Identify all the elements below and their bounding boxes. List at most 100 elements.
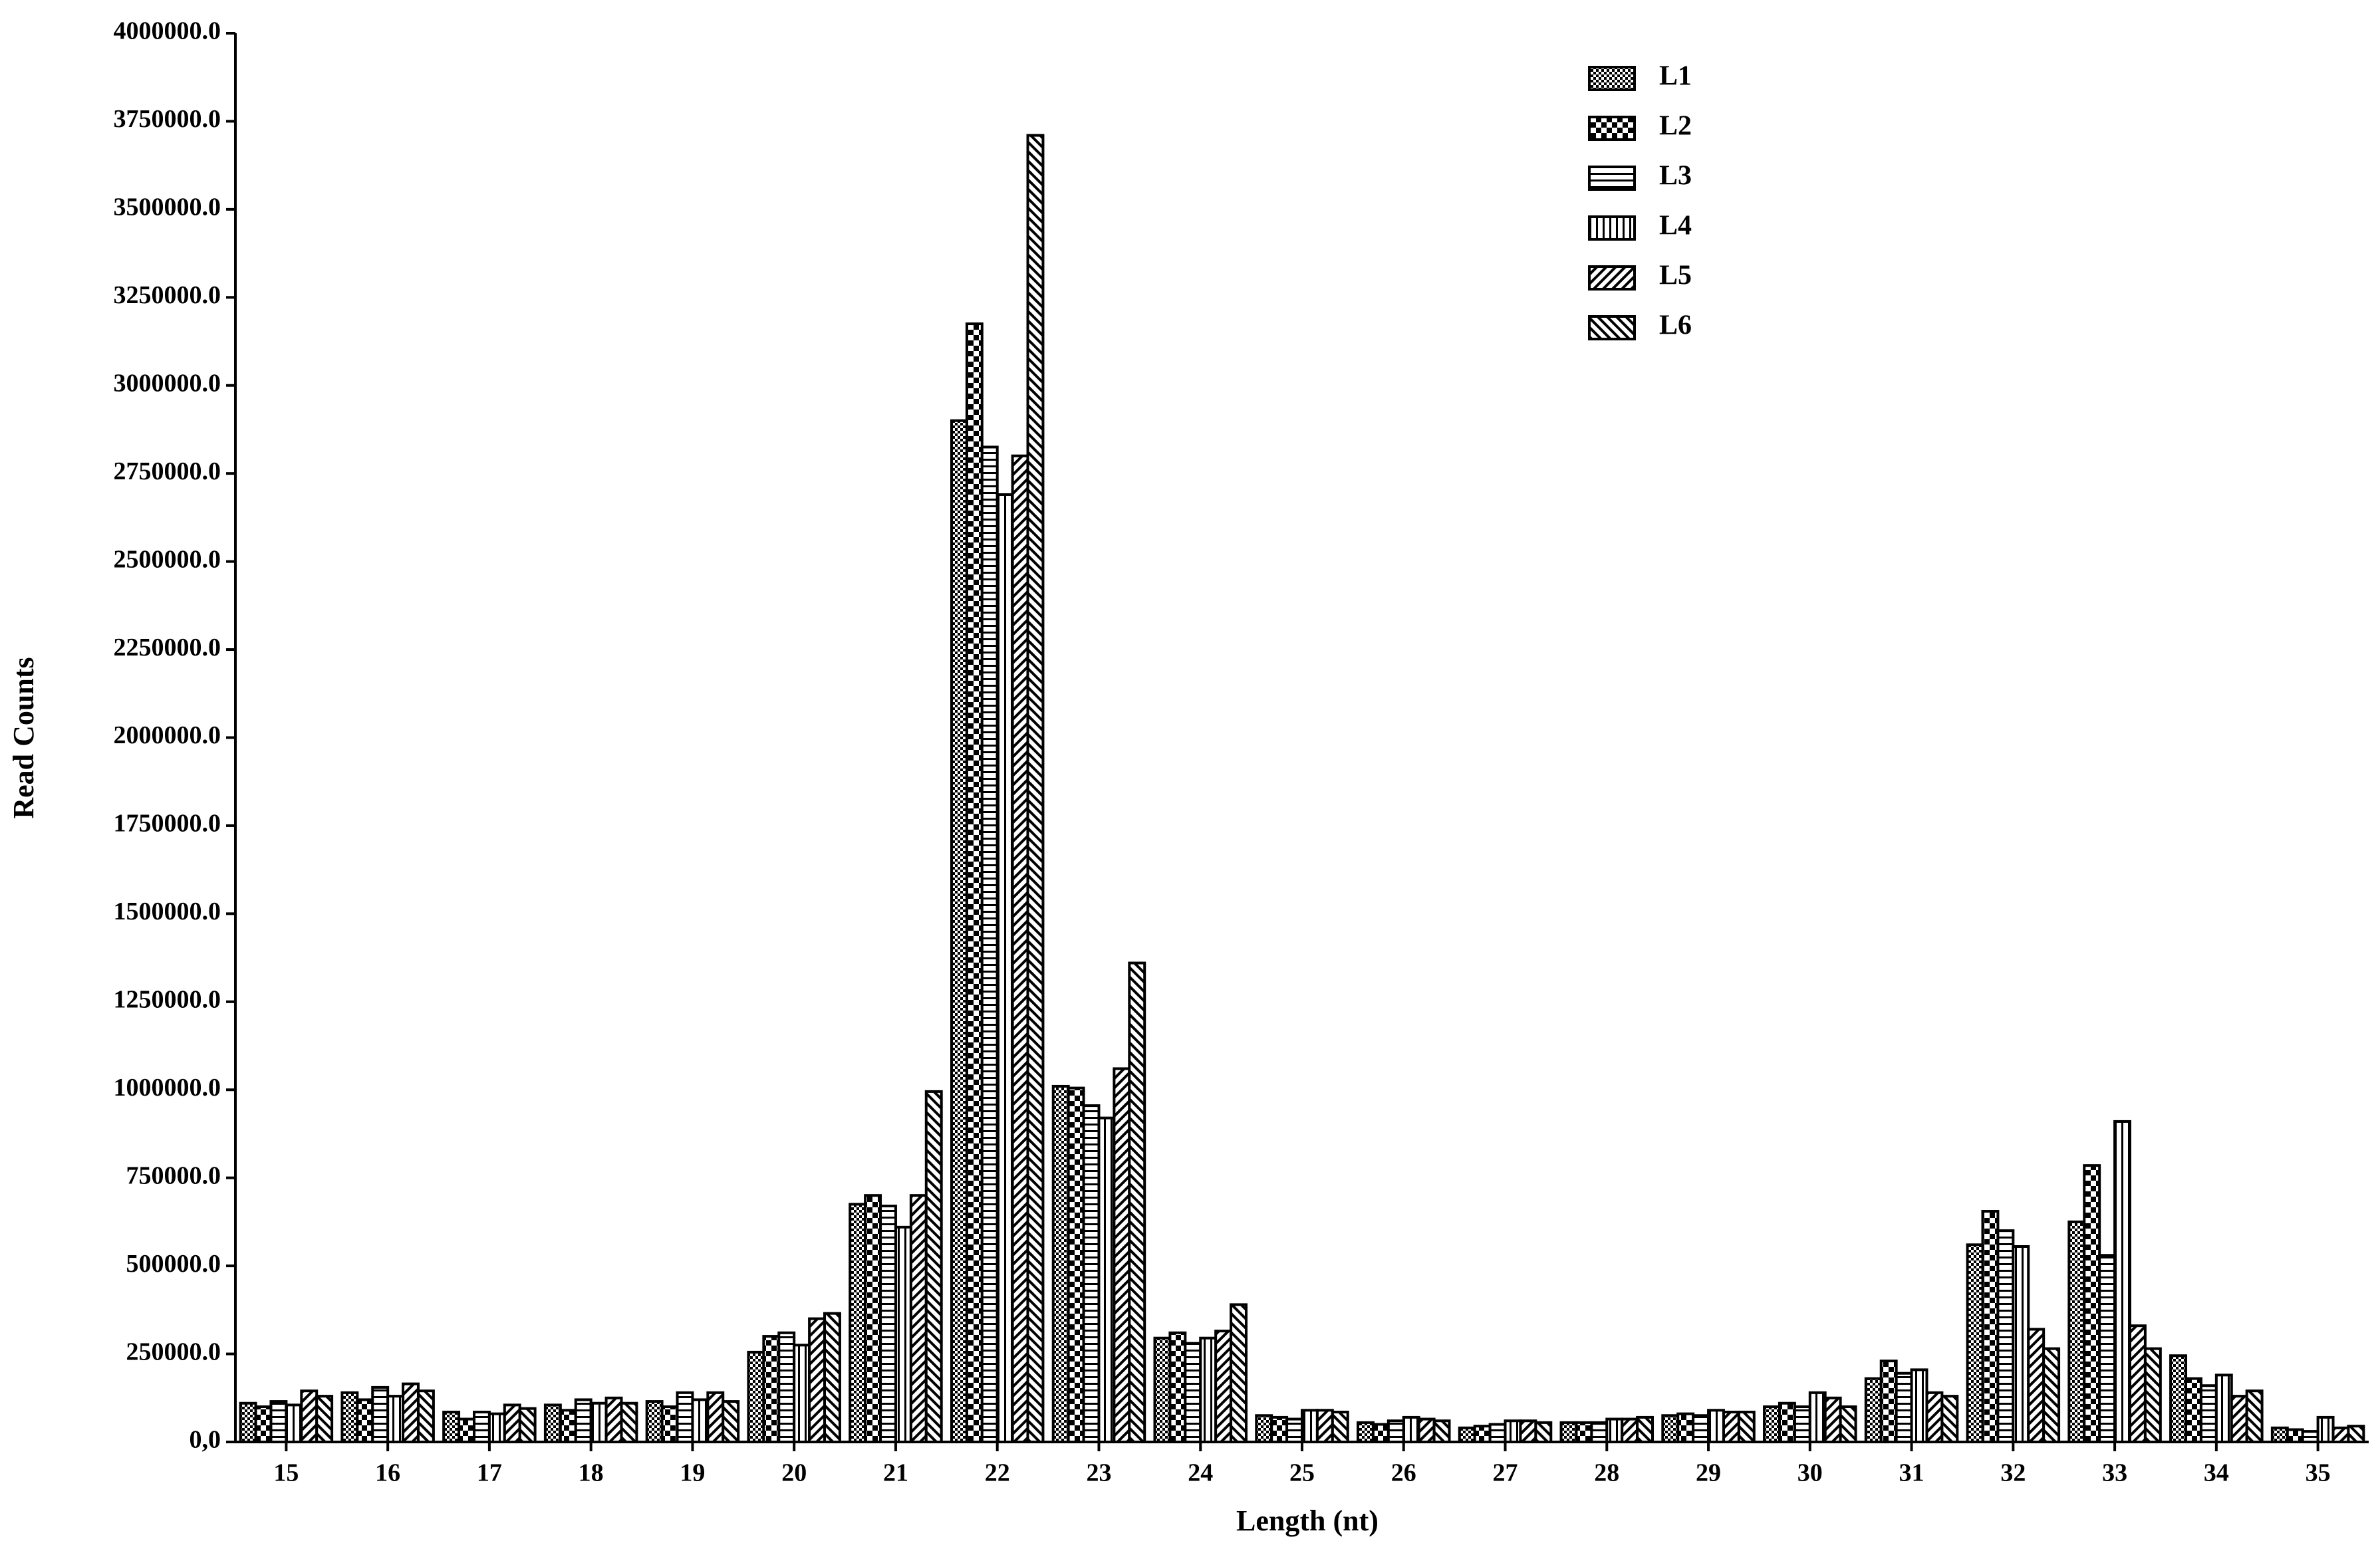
- bar: [1910, 1368, 1928, 1444]
- bar: [543, 1403, 562, 1443]
- bar: [660, 1405, 679, 1443]
- bar: [645, 1400, 664, 1444]
- bar: [1357, 1421, 1375, 1444]
- bar: [1153, 1336, 1172, 1443]
- legend-label: L5: [1659, 261, 1692, 291]
- x-tick-label: 22: [985, 1459, 1010, 1487]
- bar: [1981, 1210, 2000, 1444]
- bar: [1402, 1415, 1420, 1443]
- bar: [1214, 1330, 1233, 1444]
- legend-swatch: [1588, 166, 1636, 191]
- bar: [1051, 1084, 1070, 1443]
- bar: [604, 1396, 623, 1443]
- bar: [2316, 1415, 2335, 1443]
- bar: [239, 1401, 257, 1444]
- bar: [1940, 1395, 1959, 1444]
- bar: [285, 1403, 303, 1443]
- bar: [2027, 1328, 2046, 1443]
- legend-label: L2: [1659, 111, 1692, 142]
- bar: [823, 1312, 841, 1443]
- bar: [1778, 1401, 1796, 1444]
- bar: [2286, 1428, 2304, 1443]
- bar: [472, 1410, 491, 1443]
- legend-swatch: [1588, 215, 1636, 241]
- y-tick-label: 1500000.0: [114, 897, 221, 925]
- bar: [1168, 1331, 1187, 1443]
- bar: [1605, 1417, 1624, 1443]
- bar: [1808, 1391, 1827, 1443]
- bar: [1966, 1243, 1984, 1443]
- y-tick-label: 250000.0: [126, 1338, 221, 1366]
- bar: [1793, 1405, 1811, 1443]
- bar: [1432, 1419, 1451, 1444]
- bar: [442, 1410, 461, 1443]
- x-tick-label: 32: [2000, 1459, 2026, 1487]
- x-tick-label: 17: [477, 1459, 502, 1487]
- y-tick-label: 4000000.0: [114, 17, 221, 45]
- x-tick-label: 29: [1696, 1459, 1721, 1487]
- y-tick-label: 3500000.0: [114, 193, 221, 221]
- x-tick-label: 34: [2204, 1459, 2229, 1487]
- bar: [2067, 1220, 2086, 1443]
- bar: [2169, 1354, 2188, 1444]
- bar: [2042, 1347, 2061, 1443]
- bar: [402, 1382, 420, 1444]
- y-axis-title: Read Counts: [7, 657, 40, 818]
- bar: [747, 1350, 765, 1443]
- bar: [315, 1395, 334, 1444]
- bar: [1315, 1409, 1334, 1444]
- bar: [2230, 1395, 2248, 1444]
- bar: [864, 1194, 882, 1444]
- y-tick-label: 2250000.0: [114, 634, 221, 661]
- bar: [1722, 1410, 1740, 1443]
- y-tick-label: 3250000.0: [114, 281, 221, 309]
- bar: [1864, 1377, 1883, 1444]
- bar: [1519, 1419, 1537, 1444]
- bar: [777, 1331, 796, 1443]
- bar: [1026, 134, 1045, 1444]
- y-tick-label: 2000000.0: [114, 721, 221, 749]
- bar: [254, 1405, 273, 1443]
- bar: [1590, 1421, 1609, 1444]
- legend-label: L6: [1659, 310, 1692, 341]
- bar: [1692, 1414, 1710, 1444]
- bar: [879, 1205, 897, 1443]
- x-tick-label: 33: [2102, 1459, 2127, 1487]
- legend-swatch: [1588, 315, 1636, 340]
- bar: [2270, 1426, 2289, 1444]
- bar: [2129, 1324, 2147, 1443]
- bar: [676, 1391, 694, 1443]
- bar: [2301, 1430, 2319, 1443]
- bar: [1895, 1371, 1913, 1443]
- bar: [1636, 1415, 1654, 1443]
- bar: [1011, 454, 1029, 1444]
- bar: [2199, 1384, 2218, 1443]
- bar: [965, 322, 984, 1444]
- bar: [1996, 1229, 2015, 1444]
- legend-label: L3: [1659, 161, 1692, 191]
- bar: [2083, 1164, 2101, 1443]
- bar: [2245, 1389, 2264, 1444]
- bar: [589, 1401, 608, 1444]
- bar: [1184, 1342, 1202, 1444]
- y-tick-label: 750000.0: [126, 1161, 221, 1189]
- bar: [1097, 1116, 1116, 1443]
- bar: [1417, 1417, 1436, 1443]
- bar: [2012, 1245, 2030, 1444]
- bar: [1534, 1421, 1553, 1444]
- bar: [706, 1391, 725, 1443]
- bar: [1504, 1419, 1522, 1444]
- bar: [2214, 1373, 2233, 1443]
- bar: [950, 419, 968, 1443]
- bar: [1301, 1409, 1319, 1444]
- x-tick-label: 35: [2306, 1459, 2331, 1487]
- legend-swatch: [1588, 66, 1636, 91]
- bar: [1559, 1421, 1578, 1444]
- x-tick-label: 20: [781, 1459, 807, 1487]
- bar: [503, 1403, 521, 1443]
- bar: [1763, 1405, 1781, 1443]
- bar: [518, 1407, 537, 1444]
- bar: [386, 1395, 405, 1444]
- bar: [1371, 1423, 1390, 1443]
- bar: [2331, 1426, 2350, 1444]
